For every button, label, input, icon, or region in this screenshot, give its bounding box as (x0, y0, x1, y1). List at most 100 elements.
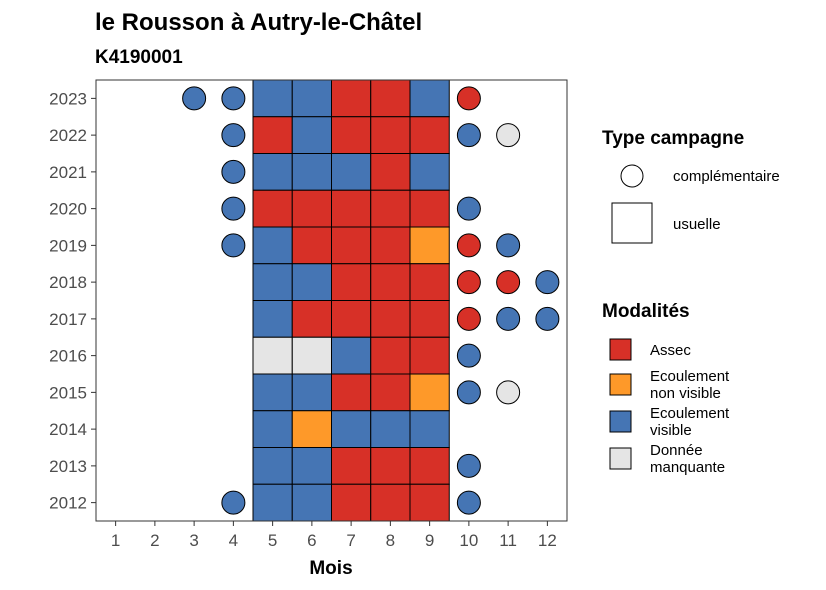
tile-2018-6 (291, 263, 332, 301)
legend-swatch-ecoul_v (609, 410, 632, 433)
tile-2021-6 (291, 153, 332, 191)
x-axis: 1 2 3 4 5 6 7 8 9 10 11 12 (111, 521, 557, 550)
tile-2019-9 (409, 226, 450, 265)
point-2022-11 (496, 123, 521, 148)
tile-2012-5 (252, 483, 293, 522)
legend-label-assec: Assec (650, 342, 691, 359)
tile-2021-7 (331, 153, 372, 191)
point-2012-10 (456, 490, 481, 515)
tile-2020-9 (409, 189, 450, 228)
x-tick-label-12: 12 (538, 531, 557, 550)
points-layer (182, 86, 560, 515)
point-2017-11 (496, 306, 521, 331)
tile-2014-6 (291, 410, 332, 448)
tile-2015-5 (252, 373, 293, 412)
point-2012-4 (221, 490, 246, 515)
legend-modality-title: Modalités (602, 301, 690, 322)
tile-2015-6 (291, 373, 332, 412)
y-tick-label-2022: 2022 (49, 126, 87, 145)
x-axis-label: Mois (309, 558, 352, 579)
tile-2018-8 (370, 263, 411, 301)
chart-subtitle: K4190001 (95, 47, 183, 68)
tile-2021-5 (252, 153, 293, 191)
tile-2013-8 (370, 447, 411, 485)
tile-2017-6 (291, 300, 332, 338)
tile-2018-9 (409, 263, 450, 301)
tile-2021-8 (370, 153, 411, 191)
plot-border (95, 79, 568, 522)
point-2022-4 (221, 123, 246, 148)
x-tick-label-7: 7 (346, 531, 355, 550)
tile-2022-5 (252, 116, 293, 154)
tile-2020-6 (291, 189, 332, 228)
legend-circle-swatch (620, 164, 644, 188)
tile-2017-8 (370, 300, 411, 338)
point-2016-10 (456, 343, 481, 368)
tile-2020-5 (252, 189, 293, 228)
point-2023-3 (182, 86, 207, 111)
legend-campaign-title: Type campagne (602, 128, 744, 149)
y-tick-label-2023: 2023 (49, 89, 87, 108)
tile-2013-6 (291, 447, 332, 485)
y-tick-label-2018: 2018 (49, 273, 87, 292)
x-tick-label-5: 5 (268, 531, 277, 550)
point-2019-11 (496, 233, 521, 258)
tile-2012-8 (370, 483, 411, 522)
tile-2019-5 (252, 226, 293, 265)
tile-2023-9 (409, 79, 450, 118)
tile-2019-8 (370, 226, 411, 265)
tile-2017-9 (409, 300, 450, 338)
tile-2014-7 (331, 410, 372, 448)
tile-2013-9 (409, 447, 450, 485)
y-tick-label-2020: 2020 (49, 200, 87, 219)
y-axis: 2012 2013 2014 2015 2016 2017 2018 2019 2020 2021… (49, 89, 96, 513)
tile-2022-8 (370, 116, 411, 154)
x-tick-label-6: 6 (307, 531, 316, 550)
y-tick-label-2019: 2019 (49, 236, 87, 255)
y-tick-label-2021: 2021 (49, 163, 87, 182)
x-tick-label-11: 11 (499, 531, 517, 550)
legend-label-ecoul_v: Ecoulement visible (650, 405, 730, 439)
point-2013-10 (456, 453, 481, 478)
tile-2016-5 (252, 336, 293, 375)
point-2023-4 (221, 86, 246, 111)
tile-2015-7 (331, 373, 372, 412)
point-2015-10 (456, 380, 481, 405)
x-tick-label-9: 9 (425, 531, 434, 550)
point-2019-4 (221, 233, 246, 258)
legend-campaign-type: Type campagne complémentaire usuelle (602, 128, 780, 244)
tile-2016-7 (331, 336, 372, 375)
tile-2019-7 (331, 226, 372, 265)
point-2023-10 (456, 86, 481, 111)
point-2017-12 (535, 306, 560, 331)
legend-swatch-ecoul_nv (609, 373, 632, 396)
tile-2023-6 (291, 79, 332, 118)
tile-2017-5 (252, 300, 293, 338)
tile-2013-7 (331, 447, 372, 485)
point-2019-10 (456, 233, 481, 258)
tile-2020-7 (331, 189, 372, 228)
tile-2012-7 (331, 483, 372, 522)
x-tick-label-10: 10 (459, 531, 478, 550)
point-2021-4 (221, 159, 246, 184)
point-2020-4 (221, 196, 246, 221)
legend-campaign-label-complementaire: complémentaire (673, 168, 780, 185)
point-2018-12 (535, 270, 560, 295)
chart-title: le Rousson à Autry-le-Châtel (95, 9, 422, 36)
point-2017-10 (456, 306, 481, 331)
point-2020-10 (456, 196, 481, 221)
legend-square-swatch (611, 202, 653, 244)
tile-2020-8 (370, 189, 411, 228)
tile-2014-5 (252, 410, 293, 448)
tile-2013-5 (252, 447, 293, 485)
tile-2016-9 (409, 336, 450, 375)
tile-2022-6 (291, 116, 332, 154)
point-2022-10 (456, 123, 481, 148)
y-tick-label-2013: 2013 (49, 457, 87, 476)
point-2015-11 (496, 380, 521, 405)
x-tick-label-2: 2 (150, 531, 159, 550)
legend-swatch-manquante (609, 447, 632, 470)
tile-2019-6 (291, 226, 332, 265)
tile-2021-9 (409, 153, 450, 191)
